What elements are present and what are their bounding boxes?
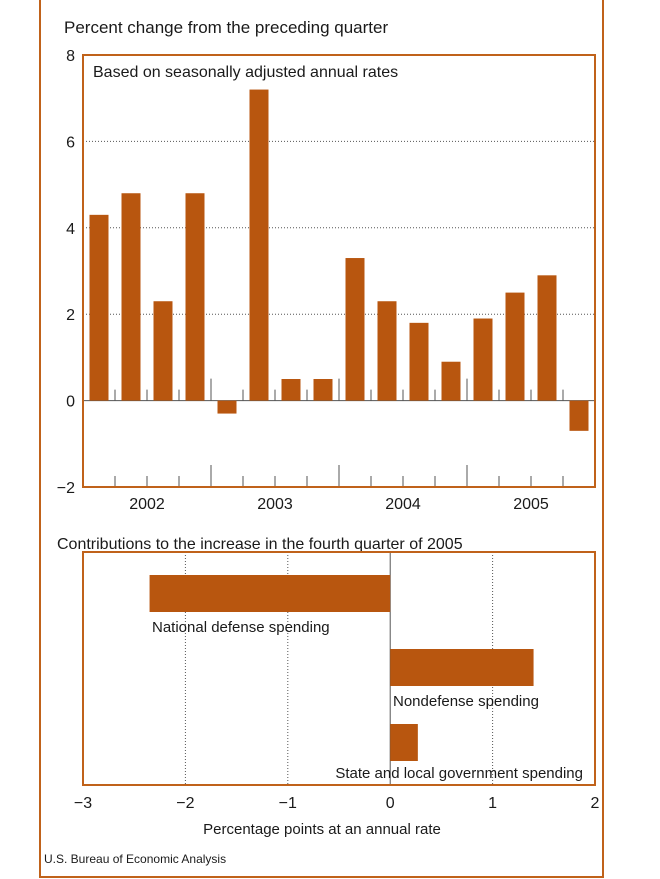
top-chart-quarter-ticks <box>114 378 564 487</box>
year-label: 2005 <box>513 496 549 513</box>
bar-2002-q2 <box>121 193 141 401</box>
bar-2003-q3 <box>281 379 301 401</box>
category-label: State and local government spending <box>335 765 583 782</box>
bottom-chart-x-axis-label: Percentage points at an annual rate <box>203 821 441 838</box>
bar-2005-q4 <box>569 400 589 431</box>
top-chart-bars <box>89 89 589 431</box>
bar-2003-q1 <box>217 400 237 414</box>
chart-frame <box>39 0 604 878</box>
top-chart-title: Percent change from the preceding quarte… <box>64 18 388 37</box>
bar-2005-q3 <box>537 275 557 401</box>
bar-2002-q1 <box>89 214 109 401</box>
y-tick-label: 8 <box>66 48 75 65</box>
x-tick-label: −1 <box>279 795 297 812</box>
bar-state-and-local-government-spending <box>390 724 418 761</box>
x-tick-label: 1 <box>488 795 497 812</box>
year-label: 2002 <box>129 496 165 513</box>
top-chart-y-tick-labels: −2 0 2 4 6 8 <box>57 48 75 497</box>
bar-2003-q4 <box>313 379 333 401</box>
y-tick-label: 2 <box>66 307 75 324</box>
bar-2004-q1 <box>345 258 365 401</box>
year-label: 2003 <box>257 496 293 513</box>
bar-2002-q3 <box>153 301 173 401</box>
bar-2003-q2 <box>249 89 269 401</box>
bottom-plot-border <box>82 551 596 786</box>
x-tick-label: 0 <box>386 795 395 812</box>
bar-2005-q2 <box>505 292 525 401</box>
y-tick-label: 0 <box>66 394 75 411</box>
top-chart-subtitle: Based on seasonally adjusted annual rate… <box>93 64 398 81</box>
year-label: 2004 <box>385 496 421 513</box>
bottom-chart-bars <box>149 575 534 761</box>
bar-2004-q2 <box>377 301 397 401</box>
bar-2004-q4 <box>441 361 461 401</box>
x-tick-label: −3 <box>74 795 92 812</box>
y-tick-label: 6 <box>66 134 75 151</box>
bar-2004-q3 <box>409 322 429 401</box>
bottom-chart-x-tick-labels: −3 −2 −1 0 1 2 <box>74 795 600 812</box>
bar-2002-q4 <box>185 193 205 401</box>
bar-national-defense-spending <box>149 575 391 612</box>
bar-2005-q1 <box>473 318 493 401</box>
top-chart-year-labels: 2002 2003 2004 2005 <box>129 496 549 513</box>
bar-nondefense-spending <box>390 649 534 686</box>
y-tick-label: 4 <box>66 221 75 238</box>
top-plot-border <box>82 54 596 488</box>
category-label: Nondefense spending <box>393 693 539 710</box>
source-note: U.S. Bureau of Economic Analysis <box>44 852 226 866</box>
x-tick-label: −2 <box>176 795 194 812</box>
y-tick-label: −2 <box>57 480 75 497</box>
bottom-chart-category-labels: National defense spending Nondefense spen… <box>152 619 583 782</box>
category-label: National defense spending <box>152 619 330 636</box>
bottom-chart-title: Contributions to the increase in the fou… <box>57 536 463 553</box>
x-tick-label: 2 <box>591 795 600 812</box>
